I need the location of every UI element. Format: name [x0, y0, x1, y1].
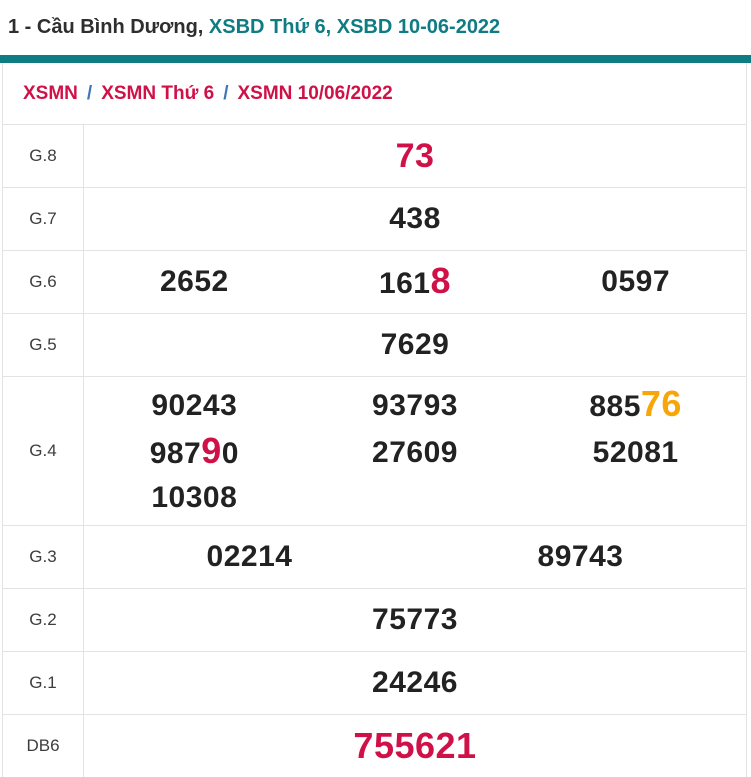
prize-value: 2652	[84, 260, 305, 304]
breadcrumb-separator: /	[86, 82, 93, 104]
highlighted-digits: 9	[201, 430, 222, 471]
digits: 89743	[537, 540, 624, 573]
prize-row-g2: G.2 75773	[3, 588, 746, 651]
digits: 93793	[372, 388, 458, 422]
prize-row-g7: G.7 438	[3, 187, 746, 250]
page-title-links[interactable]: XSBD Thứ 6, XSBD 10-06-2022	[208, 16, 501, 38]
prize-label-g6: G.6	[3, 251, 84, 313]
prize-value: 90243	[84, 384, 305, 428]
prize-label-db6: DB6	[3, 715, 84, 777]
prize-value: 89743	[415, 535, 746, 579]
prize-row-g3: G.3 02214 89743	[3, 525, 746, 588]
prize-values-g5: 7629	[84, 314, 746, 376]
prize-values-db6: 755621	[84, 715, 746, 777]
prize-value: 73	[84, 134, 746, 178]
digits: 438	[389, 202, 441, 235]
teal-divider-bar	[0, 55, 751, 63]
breadcrumb-link-3[interactable]: XSMN 10/06/2022	[237, 82, 393, 104]
prize-label-g2: G.2	[3, 589, 84, 651]
prize-row-db6: DB6 755621	[3, 714, 746, 777]
digits: 52081	[592, 435, 679, 469]
digits: 885	[589, 390, 641, 423]
prize-value: 1618	[305, 259, 526, 306]
digits: 10308	[151, 481, 238, 514]
prize-row-g8: G.8 73	[3, 124, 746, 187]
prize-label-g7: G.7	[3, 188, 84, 250]
prize-values-g7: 438	[84, 188, 746, 250]
page-title: 1 - Cầu Bình Dương, XSBD Thứ 6, XSBD 10-…	[0, 0, 751, 55]
digits: 7629	[380, 328, 450, 361]
prize-value: 0597	[525, 260, 746, 304]
digits: 27609	[372, 435, 458, 469]
prize-values-g1: 24246	[84, 652, 746, 714]
prize-row-g1: G.1 24246	[3, 651, 746, 714]
digits: 0597	[601, 265, 671, 298]
prize-value: 75773	[84, 598, 746, 642]
breadcrumb-link-2[interactable]: XSMN Thứ 6	[101, 82, 215, 104]
prize-label-g8: G.8	[3, 125, 84, 187]
prize-row-g4: G.4 90243 93793 88576 98790 27609 52081 10308	[3, 376, 746, 525]
breadcrumb-link-1[interactable]: XSMN	[23, 82, 78, 104]
prize-value: 02214	[84, 535, 415, 579]
prize-label-g3: G.3	[3, 526, 84, 588]
prize-value: 438	[84, 197, 746, 241]
prize-row-g6: G.6 2652 1618 0597	[3, 250, 746, 313]
prize-values-g2: 75773	[84, 589, 746, 651]
results-card: XSMN / XSMN Thứ 6 / XSMN 10/06/2022 G.8 73 G.7…	[2, 63, 747, 777]
digits: 24246	[372, 666, 458, 699]
prize-value: 755621	[84, 724, 746, 768]
prize-label-g1: G.1	[3, 652, 84, 714]
prize-values-g8: 73	[84, 125, 746, 187]
prize-values-g3: 02214 89743	[84, 526, 746, 588]
digits: 90243	[151, 388, 238, 422]
digits: 0	[221, 437, 239, 470]
prize-value: 10308	[84, 476, 305, 520]
prize-value: 98790	[84, 429, 305, 476]
highlighted-digits: 73	[395, 137, 435, 175]
prize-values-g4: 90243 93793 88576 98790 27609 52081 10308	[84, 377, 746, 525]
prize-label-g4: G.4	[3, 377, 84, 525]
breadcrumb-separator: /	[223, 82, 229, 104]
prize-label-g5: G.5	[3, 314, 84, 376]
digits: 2652	[159, 265, 229, 298]
highlighted-digits: 8	[430, 259, 452, 301]
prize-values-g6: 2652 1618 0597	[84, 251, 746, 313]
digits: 02214	[206, 540, 293, 573]
highlighted-digits: 76	[640, 383, 682, 424]
prize-row-g5: G.5 7629	[3, 313, 746, 376]
digits: 75773	[372, 603, 458, 636]
highlighted-digits: 755621	[353, 725, 477, 766]
prize-value: 24246	[84, 661, 746, 705]
digits: 161	[378, 266, 431, 300]
prize-value: 93793	[305, 384, 526, 428]
prize-value: 7629	[84, 323, 746, 367]
page-title-prefix: 1 - Cầu Bình Dương,	[8, 16, 209, 38]
breadcrumb: XSMN / XSMN Thứ 6 / XSMN 10/06/2022	[3, 63, 746, 124]
digits: 987	[149, 437, 202, 470]
prize-value: 27609	[305, 431, 526, 475]
prize-value: 52081	[525, 431, 746, 475]
prize-value: 88576	[525, 382, 746, 429]
results-table: G.8 73 G.7 438 G.6 2652 1618 0597 G.5 7629 G.4 9024…	[3, 124, 746, 777]
